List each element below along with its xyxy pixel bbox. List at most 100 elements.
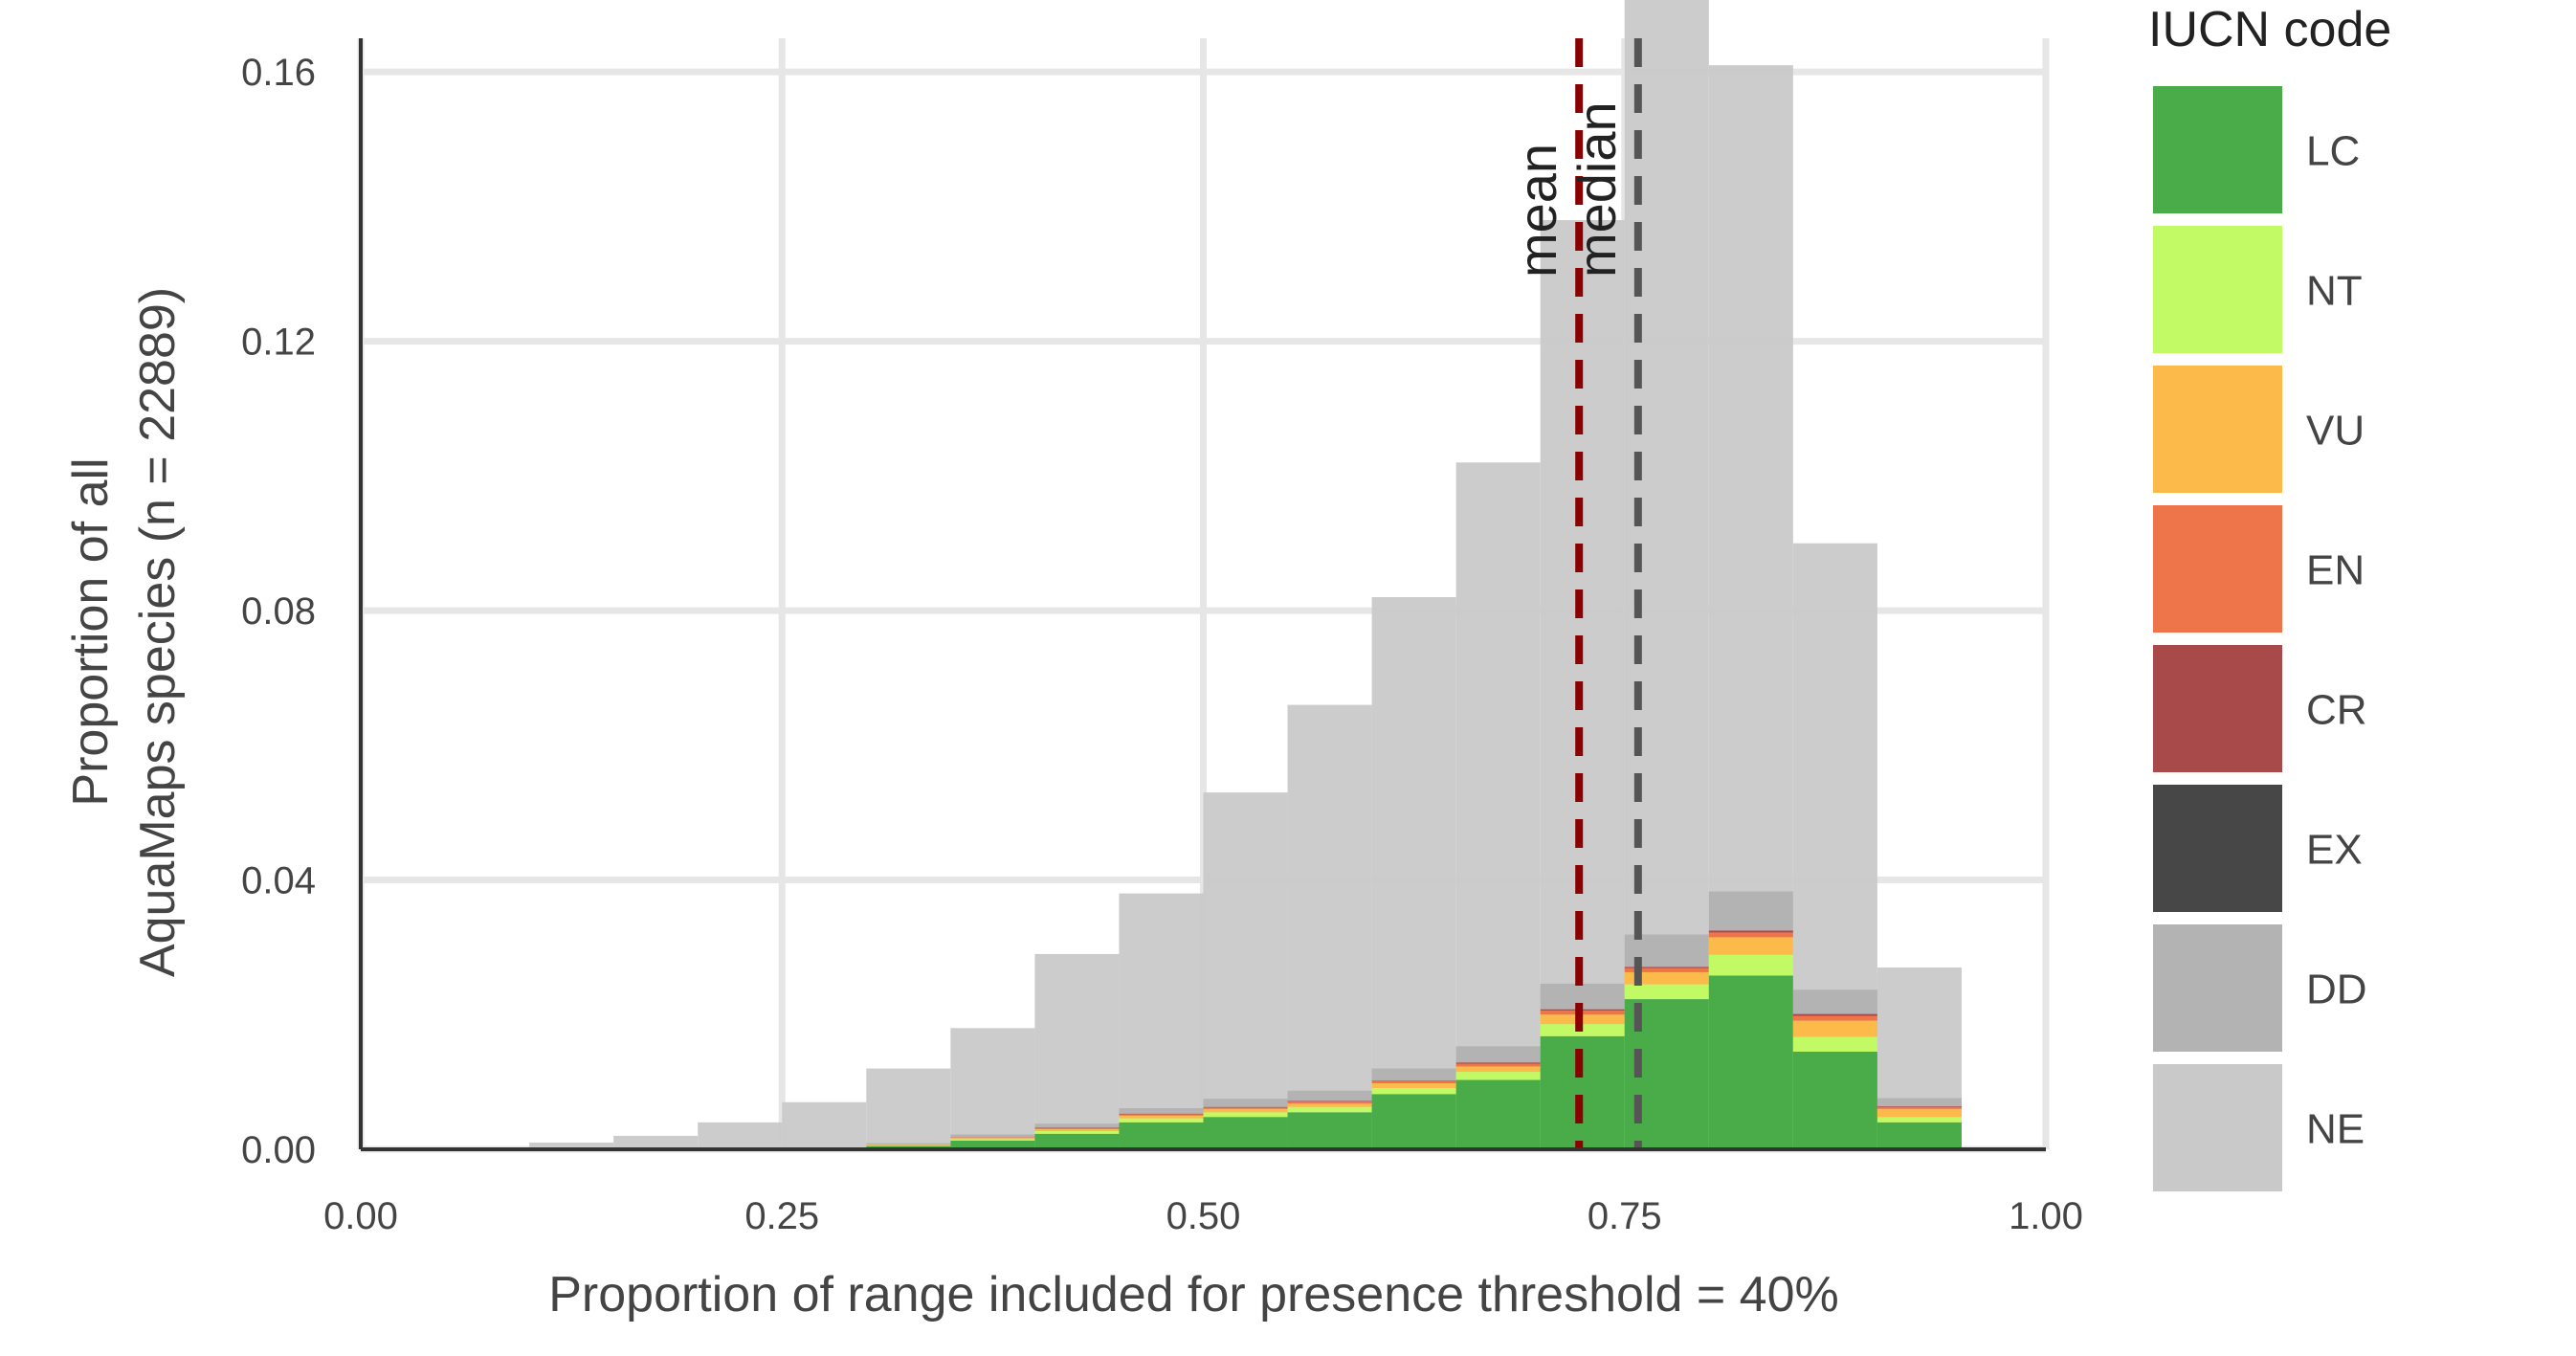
bar-vu-17 xyxy=(1792,1020,1877,1037)
bar-en-7 xyxy=(950,1137,1035,1139)
bar-en-13 xyxy=(1455,1063,1541,1067)
bar-lc-10 xyxy=(1203,1117,1288,1149)
y-tick-label-4: 0.16 xyxy=(241,52,316,94)
bar-dd-17 xyxy=(1792,989,1877,1014)
x-tick-label-1: 0.25 xyxy=(744,1195,819,1237)
bar-en-12 xyxy=(1371,1080,1456,1084)
bar-nt-8 xyxy=(1034,1131,1120,1134)
bar-vu-13 xyxy=(1455,1066,1541,1073)
bar-nt-9 xyxy=(1119,1118,1204,1123)
background-bar-12 xyxy=(1371,597,1456,1149)
bar-cr-9 xyxy=(1119,1113,1204,1115)
stacked-bars xyxy=(866,891,1962,1149)
bar-vu-18 xyxy=(1876,1108,1962,1118)
bar-cr-17 xyxy=(1792,1013,1877,1016)
legend-label-ne: NE xyxy=(2306,1106,2365,1153)
bar-en-8 xyxy=(1034,1128,1120,1129)
bar-dd-18 xyxy=(1876,1098,1962,1106)
legend-swatch-dd xyxy=(2153,924,2282,1052)
bar-lc-9 xyxy=(1119,1122,1204,1149)
median-label: median xyxy=(1566,101,1627,278)
bar-vu-8 xyxy=(1034,1128,1120,1132)
bar-nt-16 xyxy=(1708,954,1793,976)
y-axis-title-line-2: AquaMaps species (n = 22889) xyxy=(130,287,186,977)
legend-swatch-vu xyxy=(2153,366,2282,493)
bar-dd-6 xyxy=(866,1143,951,1145)
bar-en-15 xyxy=(1624,967,1709,972)
bar-nt-12 xyxy=(1371,1087,1456,1095)
bar-en-10 xyxy=(1203,1107,1288,1109)
legend-label-ex: EX xyxy=(2306,827,2363,874)
bar-dd-10 xyxy=(1203,1099,1288,1107)
background-bar-9 xyxy=(1119,893,1204,1149)
background-bar-6 xyxy=(866,1068,951,1149)
y-tick-label-1: 0.04 xyxy=(241,860,316,902)
x-tick-label-2: 0.50 xyxy=(1166,1195,1241,1237)
bar-lc-16 xyxy=(1708,975,1793,1149)
bar-dd-9 xyxy=(1119,1108,1204,1114)
bar-vu-10 xyxy=(1203,1108,1288,1113)
bar-vu-9 xyxy=(1119,1115,1204,1119)
bar-dd-12 xyxy=(1371,1068,1456,1081)
axes: 0.00 0.25 0.50 0.75 1.00 0.00 0.04 0.08 0.12 0.16… xyxy=(63,38,2083,1323)
bar-cr-18 xyxy=(1876,1105,1962,1107)
bar-lc-7 xyxy=(950,1140,1035,1149)
bar-dd-16 xyxy=(1708,891,1793,931)
background-bar-8 xyxy=(1034,953,1120,1149)
bar-en-18 xyxy=(1876,1106,1962,1109)
bar-nt-7 xyxy=(950,1139,1035,1141)
bar-en-17 xyxy=(1792,1015,1877,1021)
y-tick-label-2: 0.08 xyxy=(241,590,316,633)
bar-cr-12 xyxy=(1371,1080,1456,1081)
bar-dd-7 xyxy=(950,1134,1035,1138)
background-bar-5 xyxy=(782,1101,867,1149)
bar-nt-10 xyxy=(1203,1112,1288,1118)
bar-lc-12 xyxy=(1371,1094,1456,1149)
x-axis-title: Proportion of range included for presenc… xyxy=(548,1267,1839,1323)
legend-swatch-nt xyxy=(2153,226,2282,353)
y-tick-label-0: 0.00 xyxy=(241,1129,316,1171)
legend-swatch-cr xyxy=(2153,645,2282,772)
bar-cr-8 xyxy=(1034,1127,1120,1129)
bar-dd-8 xyxy=(1034,1123,1120,1128)
legend-swatch-ex xyxy=(2153,785,2282,912)
bar-vu-16 xyxy=(1708,937,1793,955)
legend-swatch-en xyxy=(2153,505,2282,633)
legend: IUCN code LC NT VU EN CR EX DD NE xyxy=(2148,2,2391,1191)
bar-nt-15 xyxy=(1624,984,1709,1000)
background-bar-4 xyxy=(698,1122,783,1149)
bar-nt-17 xyxy=(1792,1036,1877,1052)
legend-label-cr: CR xyxy=(2306,687,2367,734)
bar-lc-13 xyxy=(1455,1079,1541,1149)
y-tick-label-3: 0.12 xyxy=(241,322,316,364)
background-bar-11 xyxy=(1287,704,1372,1149)
legend-label-dd: DD xyxy=(2306,967,2367,1013)
bar-lc-18 xyxy=(1876,1122,1962,1149)
y-axis-title-line-1: Proportion of all xyxy=(63,457,119,806)
legend-label-nt: NT xyxy=(2306,268,2363,315)
legend-title: IUCN code xyxy=(2148,2,2391,57)
mean-label: mean xyxy=(1507,144,1567,278)
bar-lc-11 xyxy=(1287,1112,1372,1149)
bar-cr-16 xyxy=(1708,930,1793,933)
background-bar-13 xyxy=(1455,462,1541,1150)
bar-cr-11 xyxy=(1287,1100,1372,1102)
legend-swatch-lc xyxy=(2153,86,2282,213)
bar-nt-6 xyxy=(866,1145,951,1146)
x-tick-label-3: 0.75 xyxy=(1588,1195,1662,1237)
bar-en-16 xyxy=(1708,932,1793,938)
bar-cr-10 xyxy=(1203,1106,1288,1108)
bar-lc-17 xyxy=(1792,1051,1877,1149)
bar-nt-11 xyxy=(1287,1106,1372,1113)
bar-nt-13 xyxy=(1455,1072,1541,1080)
bar-nt-18 xyxy=(1876,1117,1962,1123)
bar-vu-12 xyxy=(1371,1083,1456,1088)
bar-dd-11 xyxy=(1287,1090,1372,1101)
x-tick-label-4: 1.00 xyxy=(2009,1195,2083,1237)
bar-dd-13 xyxy=(1455,1046,1541,1063)
bar-en-11 xyxy=(1287,1101,1372,1104)
bar-vu-15 xyxy=(1624,971,1709,985)
bar-vu-11 xyxy=(1287,1103,1372,1107)
